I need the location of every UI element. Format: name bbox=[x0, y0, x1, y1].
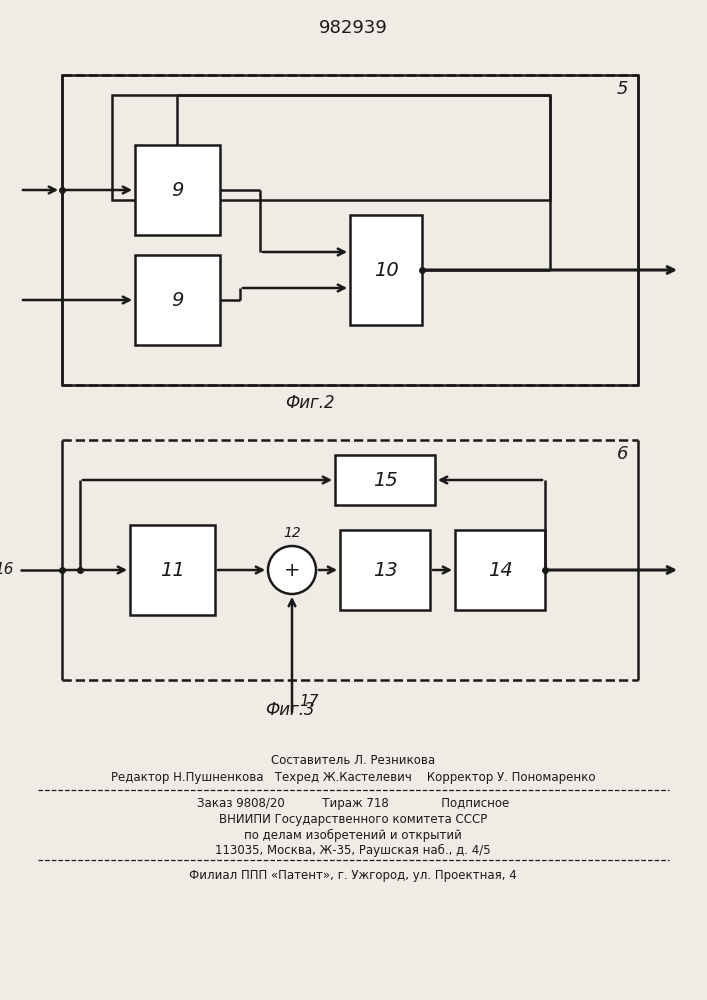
Text: 9: 9 bbox=[171, 180, 183, 200]
Text: Фиг.3: Фиг.3 bbox=[265, 701, 315, 719]
Text: 12: 12 bbox=[283, 526, 301, 540]
Text: Фиг.2: Фиг.2 bbox=[285, 394, 335, 412]
Text: 15: 15 bbox=[373, 471, 397, 489]
Text: 14: 14 bbox=[488, 560, 513, 580]
Text: 11: 11 bbox=[160, 560, 185, 580]
Bar bbox=[130, 525, 215, 615]
Circle shape bbox=[268, 546, 316, 594]
Bar bbox=[62, 75, 638, 385]
Text: ВНИИПИ Государственного комитета СССР: ВНИИПИ Государственного комитета СССР bbox=[219, 814, 487, 826]
Text: 5: 5 bbox=[617, 80, 628, 98]
Text: 17: 17 bbox=[299, 694, 318, 710]
Text: 982939: 982939 bbox=[319, 19, 387, 37]
Text: +: + bbox=[284, 560, 300, 580]
Bar bbox=[135, 145, 220, 235]
Text: по делам изобретений и открытий: по делам изобретений и открытий bbox=[244, 828, 462, 842]
Text: 113035, Москва, Ж-35, Раушская наб., д. 4/5: 113035, Москва, Ж-35, Раушская наб., д. … bbox=[215, 843, 491, 857]
Bar bbox=[455, 530, 545, 610]
Text: 9: 9 bbox=[171, 290, 183, 310]
Bar bbox=[112, 95, 550, 200]
Bar bbox=[335, 455, 435, 505]
Text: Составитель Л. Резникова: Составитель Л. Резникова bbox=[271, 754, 435, 766]
Text: 6: 6 bbox=[617, 445, 628, 463]
Text: 10: 10 bbox=[373, 260, 398, 279]
Text: Заказ 9808/20          Тираж 718              Подписное: Заказ 9808/20 Тираж 718 Подписное bbox=[197, 798, 509, 810]
Text: Редактор Н.Пушненкова   Техред Ж.Кастелевич    Корректор У. Пономаренко: Редактор Н.Пушненкова Техред Ж.Кастелеви… bbox=[111, 772, 595, 784]
Bar bbox=[340, 530, 430, 610]
Bar bbox=[135, 255, 220, 345]
Text: 16: 16 bbox=[0, 562, 14, 578]
Text: Филиал ППП «Патент», г. Ужгород, ул. Проектная, 4: Филиал ППП «Патент», г. Ужгород, ул. Про… bbox=[189, 868, 517, 882]
Bar bbox=[350, 215, 422, 325]
Text: 13: 13 bbox=[373, 560, 397, 580]
